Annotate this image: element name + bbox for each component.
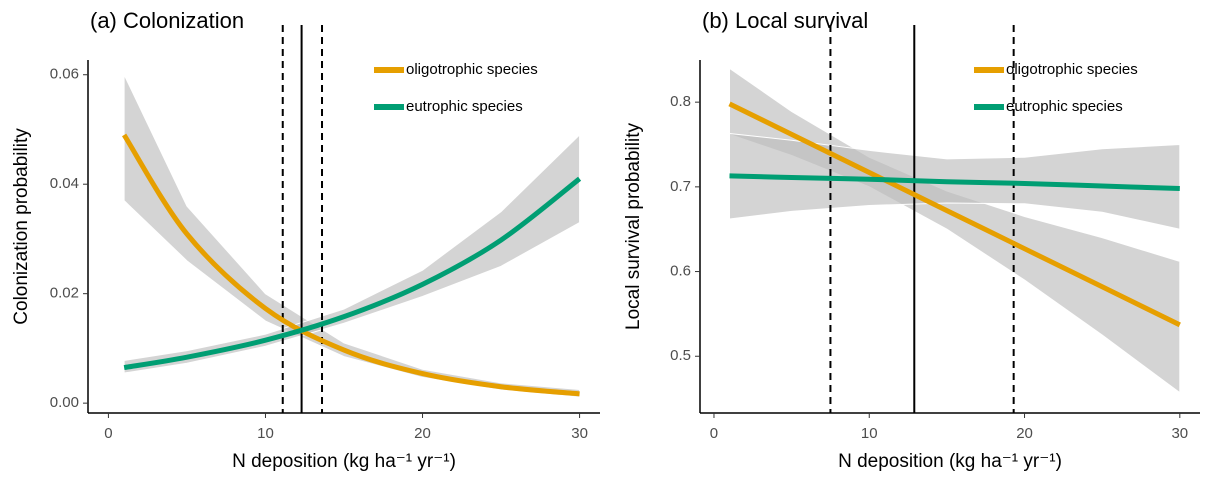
legend-label: oligotrophic species xyxy=(1006,61,1138,78)
y-tick-label: 0.04 xyxy=(50,175,79,192)
series-line xyxy=(123,176,582,371)
legend-label: eutrophic species xyxy=(1006,98,1123,115)
x-tick-label: 0 xyxy=(710,425,718,442)
y-axis-label: Local survival probability xyxy=(623,123,644,330)
chart-title: (a) Colonization xyxy=(90,8,244,33)
x-tick-label: 30 xyxy=(571,425,588,442)
y-tick-label: 0.02 xyxy=(50,285,79,302)
legend-label: eutrophic species xyxy=(406,98,523,115)
legend-label: oligotrophic species xyxy=(406,61,538,78)
confidence-band xyxy=(729,67,1181,394)
x-tick-label: 10 xyxy=(861,425,878,442)
y-tick-label: 0.8 xyxy=(670,93,691,110)
x-tick-label: 30 xyxy=(1171,425,1188,442)
x-tick-label: 20 xyxy=(414,425,431,442)
x-tick-label: 0 xyxy=(104,425,112,442)
series-line xyxy=(728,101,1181,328)
x-axis-label: N deposition (kg ha⁻¹ yr⁻¹) xyxy=(232,451,456,472)
series-line xyxy=(122,133,580,397)
series-line xyxy=(729,173,1180,192)
y-axis-label: Colonization probability xyxy=(11,128,32,325)
y-tick-label: 0.06 xyxy=(50,66,79,83)
x-tick-label: 10 xyxy=(257,425,274,442)
y-tick-label: 0.00 xyxy=(50,394,79,411)
y-tick-label: 0.7 xyxy=(670,178,691,195)
x-tick-label: 20 xyxy=(1016,425,1033,442)
y-tick-label: 0.5 xyxy=(670,347,691,364)
x-axis-label: N deposition (kg ha⁻¹ yr⁻¹) xyxy=(838,451,1062,472)
chart-title: (b) Local survival xyxy=(702,8,868,33)
y-tick-label: 0.6 xyxy=(670,263,691,280)
confidence-band xyxy=(123,74,581,398)
